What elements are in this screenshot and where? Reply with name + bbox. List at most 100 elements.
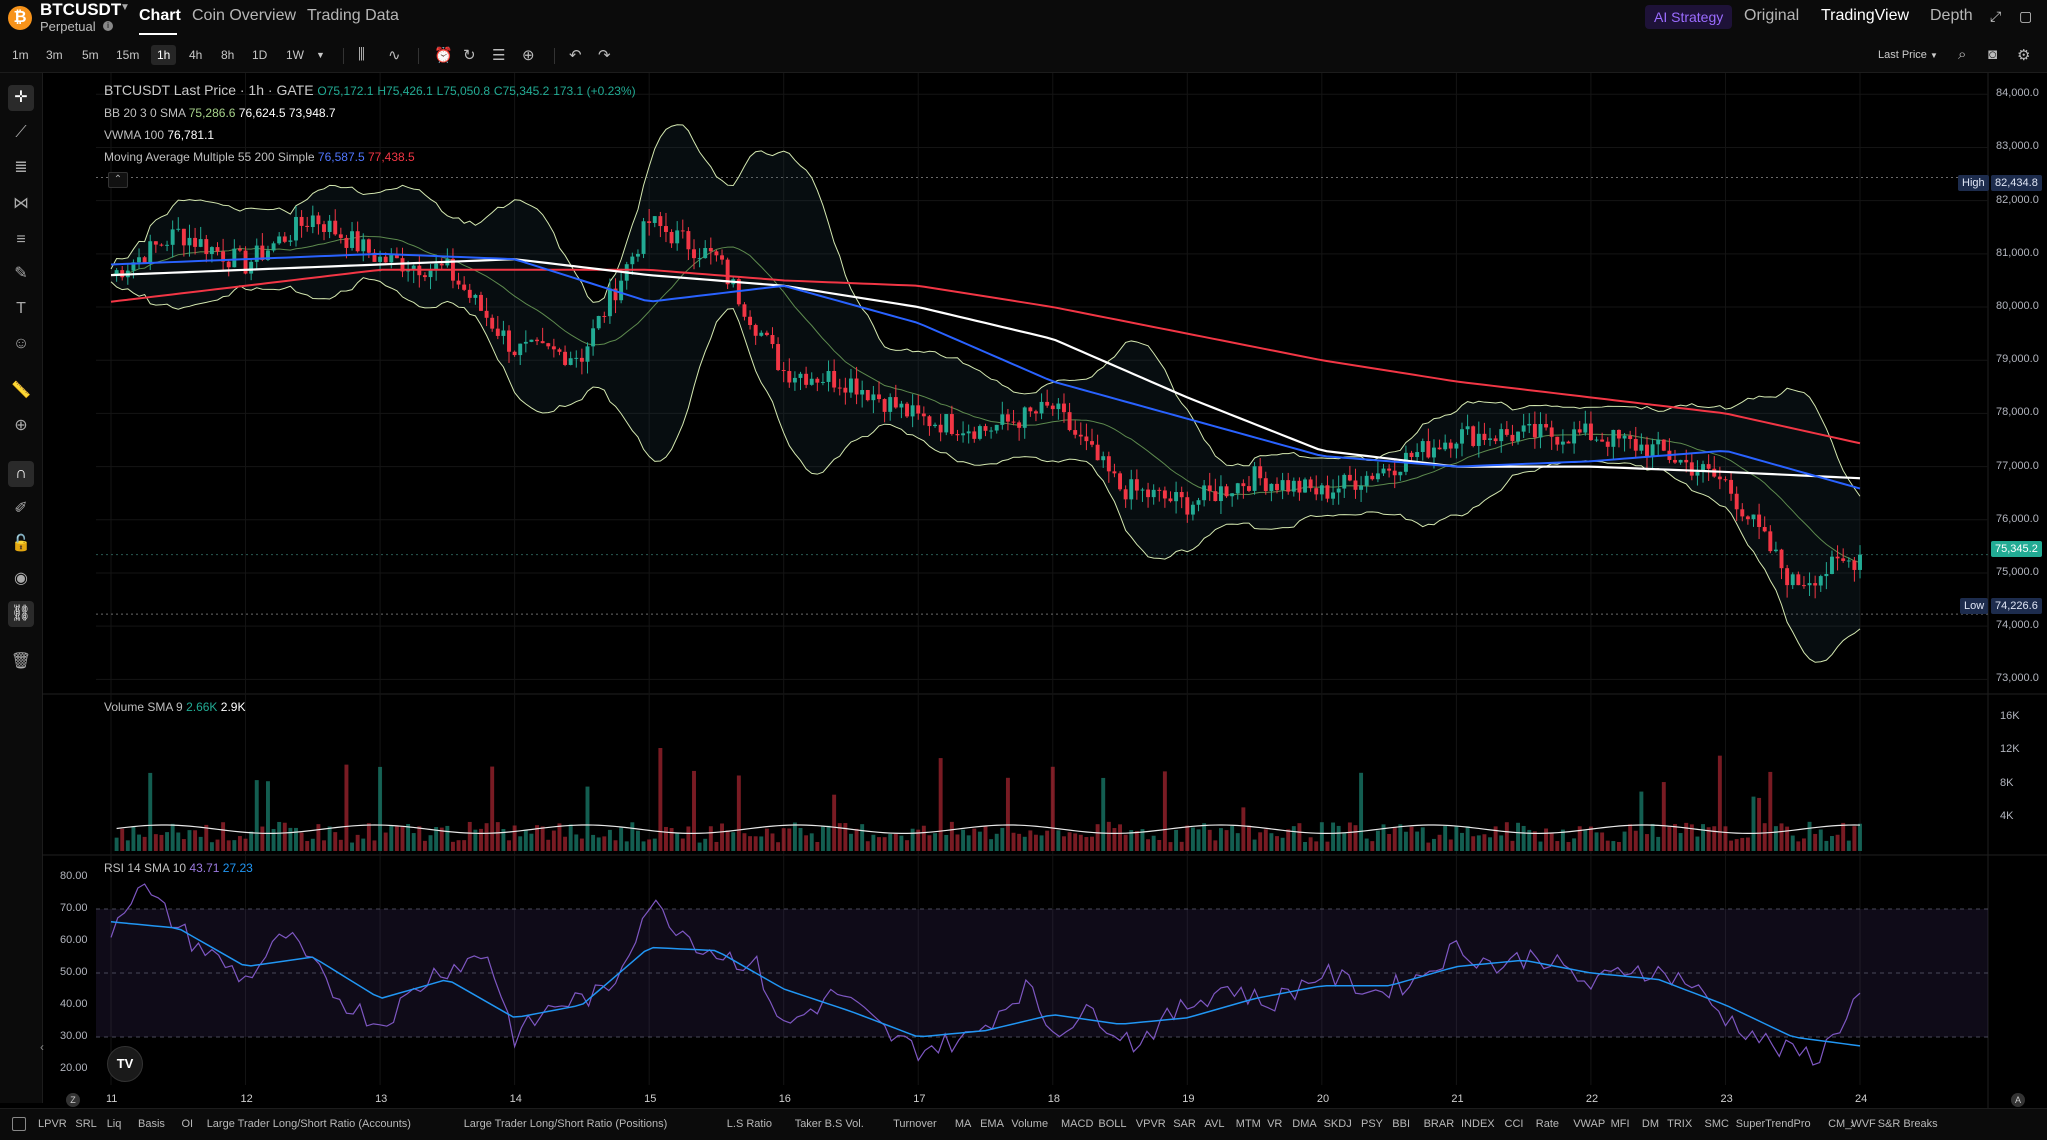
indicator-dm[interactable]: DM (1641, 1118, 1659, 1130)
volume-bar (977, 831, 982, 851)
chevron-down-icon[interactable]: ▼ (120, 2, 130, 13)
indicator-trix[interactable]: TRIX (1667, 1118, 1693, 1130)
indicator-supertrendpro[interactable]: SuperTrendPro (1735, 1118, 1811, 1130)
timeframe-1h[interactable]: 1h (151, 45, 177, 65)
add-icon[interactable]: ⊕ (522, 47, 535, 64)
indicator-ma[interactable]: MA (954, 1118, 972, 1130)
view-original[interactable]: Original (1744, 7, 1800, 24)
indicators-icon[interactable]: ∿ (388, 47, 401, 64)
indicator-volume[interactable]: Volume (1011, 1118, 1049, 1130)
fullscreen-icon[interactable]: ▢ (2019, 8, 2033, 24)
indicator-rate[interactable]: Rate (1535, 1118, 1560, 1130)
indicator-basis[interactable]: Basis (138, 1118, 165, 1130)
text-icon[interactable]: T (16, 300, 26, 317)
indicator-brar[interactable]: BRAR (1423, 1118, 1455, 1130)
parallel-lines-icon[interactable]: ≣ (14, 159, 28, 176)
indicator-large-trader-long-short-ratio-positions[interactable]: Large Trader Long/Short Ratio (Positions… (463, 1118, 668, 1130)
indicator-vr[interactable]: VR (1267, 1118, 1283, 1130)
expand-icon[interactable]: ⤢ (1990, 8, 2002, 24)
indicator-index[interactable]: INDEX (1461, 1118, 1495, 1130)
timeframe-dropdown-icon[interactable]: ▼ (316, 50, 325, 60)
magnet-icon[interactable]: ∩ (8, 461, 34, 487)
camera-icon[interactable]: ◙ (1988, 46, 1998, 63)
volume-bar (310, 838, 315, 851)
lock-icon[interactable]: 🔓 (11, 535, 31, 552)
indicator-avl[interactable]: AVL (1204, 1118, 1225, 1130)
trash-icon[interactable]: 🗑 (10, 653, 32, 670)
indicator-cm-wvf[interactable]: CM_WVF (1828, 1118, 1876, 1130)
trendline-icon[interactable]: ⟋ (15, 124, 27, 141)
chart-canvas[interactable] (42, 73, 2047, 1108)
timeframe-4h[interactable]: 4h (189, 48, 203, 62)
indicator-bbi[interactable]: BBI (1392, 1118, 1411, 1130)
volume-bar (1616, 841, 1621, 851)
indicator-liq[interactable]: Liq (106, 1118, 122, 1130)
auto-scale-icon[interactable]: A (2011, 1093, 2025, 1107)
emoji-icon[interactable]: ☺ (12, 335, 30, 352)
rsi-pane (96, 883, 1988, 1066)
replay-icon[interactable]: ↻ (463, 47, 476, 64)
ai-strategy-button[interactable]: AI Strategy (1645, 5, 1733, 29)
indicator-oi[interactable]: OI (181, 1118, 194, 1130)
symbol-selector[interactable]: BTCUSDT (40, 0, 122, 19)
redo-icon[interactable]: ↷ (598, 47, 611, 64)
zoom-in-icon[interactable]: ⊕ (14, 417, 28, 434)
link-icon[interactable]: ⛓ (8, 601, 34, 627)
indicator-sar[interactable]: SAR (1173, 1118, 1196, 1130)
volume-bar (1779, 823, 1784, 851)
tab-coin-overview[interactable]: Coin Overview (192, 7, 297, 24)
gear-icon[interactable]: ⚙ (2017, 47, 2031, 64)
alert-icon[interactable]: ⏰ (434, 47, 453, 64)
indicator-macd[interactable]: MACD (1061, 1118, 1094, 1130)
indicator-smc[interactable]: SMC (1704, 1118, 1729, 1130)
brush-icon[interactable]: ✎ (14, 265, 28, 282)
indicator-vpvr[interactable]: VPVR (1135, 1118, 1166, 1130)
indicator-l-s-ratio[interactable]: L.S Ratio (726, 1118, 773, 1130)
indicator-large-trader-long-short-ratio-accounts[interactable]: Large Trader Long/Short Ratio (Accounts) (206, 1118, 411, 1130)
timeframe-8h[interactable]: 8h (221, 48, 235, 62)
indicator-s-r-breaks[interactable]: S&R Breaks (1877, 1118, 1938, 1130)
indicator-skdj[interactable]: SKDJ (1323, 1118, 1352, 1130)
tab-trading-data[interactable]: Trading Data (307, 7, 399, 24)
pattern-icon[interactable]: ⋈ (13, 195, 29, 212)
ruler-icon[interactable]: 📏 (11, 382, 31, 399)
bollinger-fill (111, 124, 1860, 663)
timeframe-15m[interactable]: 15m (116, 48, 140, 62)
indicator-psy[interactable]: PSY (1361, 1118, 1384, 1130)
indicator-dma[interactable]: DMA (1292, 1118, 1317, 1130)
indicator-srl[interactable]: SRL (75, 1118, 97, 1130)
stay-drawing-icon[interactable]: ✐ (14, 500, 28, 517)
indicator-turnover[interactable]: Turnover (893, 1118, 937, 1130)
chevron-right-icon[interactable]: › (1850, 1115, 1855, 1131)
fib-icon[interactable]: ≡ (16, 231, 26, 248)
volume-bar (832, 794, 837, 851)
collapse-pane-icon[interactable]: ‹ (40, 1040, 44, 1054)
crosshair-icon[interactable]: ✛ (8, 85, 34, 111)
search-icon[interactable]: ⌕ (1958, 46, 1967, 63)
indicator-taker-b-s-vol[interactable]: Taker B.S Vol. (794, 1118, 864, 1130)
info-icon[interactable]: i (103, 21, 113, 31)
tab-chart[interactable]: Chart (139, 7, 181, 24)
templates-icon[interactable]: ☰ (492, 47, 506, 64)
indicator-cci[interactable]: CCI (1504, 1118, 1524, 1130)
indicator-vwap[interactable]: VWAP (1573, 1118, 1606, 1130)
timeframe-1w[interactable]: 1W (286, 48, 304, 62)
undo-icon[interactable]: ↶ (569, 47, 582, 64)
timeframe-1d[interactable]: 1D (252, 48, 268, 62)
timeframe-5m[interactable]: 5m (82, 48, 99, 62)
indicator-ema[interactable]: EMA (980, 1118, 1004, 1130)
timeframe-3m[interactable]: 3m (46, 48, 63, 62)
indicator-mtm[interactable]: MTM (1235, 1118, 1261, 1130)
indicator-lpvr[interactable]: LPVR (38, 1118, 67, 1130)
indicator-boll[interactable]: BOLL (1098, 1118, 1127, 1130)
indicator-settings-icon[interactable] (12, 1117, 26, 1131)
timezone-icon[interactable]: Z (66, 1093, 80, 1107)
candle-type-icon[interactable]: ⫼ (358, 46, 365, 63)
collapse-legend-icon[interactable]: ⌃ (108, 172, 128, 188)
indicator-mfi[interactable]: MFI (1610, 1118, 1630, 1130)
view-depth[interactable]: Depth (1930, 7, 1973, 24)
eye-icon[interactable]: ◉ (14, 570, 28, 587)
view-tradingview[interactable]: TradingView (1821, 7, 1910, 24)
timeframe-1m[interactable]: 1m (12, 48, 29, 62)
price-source-select[interactable]: Last Price ▼ (1878, 49, 1938, 61)
